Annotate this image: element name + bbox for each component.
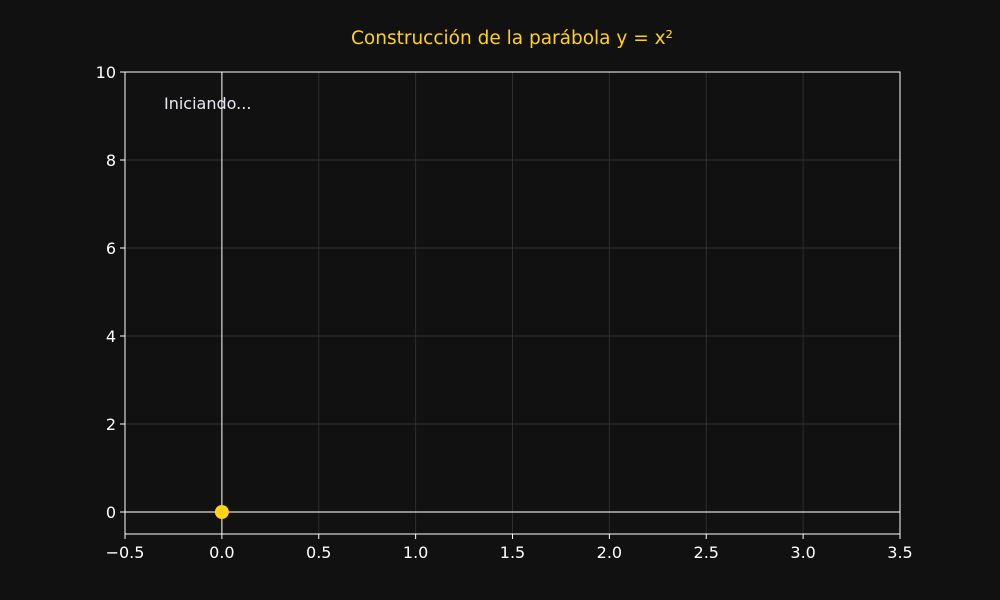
x-tick-label: 2.5	[694, 543, 719, 562]
x-tick-label: 0.5	[306, 543, 331, 562]
y-tick-label: 10	[96, 63, 116, 82]
data-point	[214, 505, 229, 519]
x-tick-label: 3.0	[790, 543, 815, 562]
x-tick-label: 2.0	[597, 543, 622, 562]
status-annotation: Iniciando...	[164, 94, 251, 113]
x-tick-label: −0.5	[106, 543, 145, 562]
reference-lines	[125, 72, 900, 534]
y-tick-label: 4	[106, 327, 116, 346]
y-tick-label: 6	[106, 239, 116, 258]
y-tick-label: 0	[106, 503, 116, 522]
x-tick-label: 1.5	[500, 543, 525, 562]
y-tick-label: 2	[106, 415, 116, 434]
chart-title: Construcción de la parábola y = x²	[351, 28, 673, 49]
axis-ticks: −0.5 0.0 0.5 1.0 1.5 2.0 2.5 3.0 3.5 0 2 4 6 8 10	[96, 63, 913, 562]
x-tick-label: 0.0	[209, 543, 234, 562]
y-tick-label: 8	[106, 151, 116, 170]
x-tick-label: 1.0	[403, 543, 428, 562]
data-points	[214, 505, 229, 519]
x-tick-label: 3.5	[887, 543, 912, 562]
